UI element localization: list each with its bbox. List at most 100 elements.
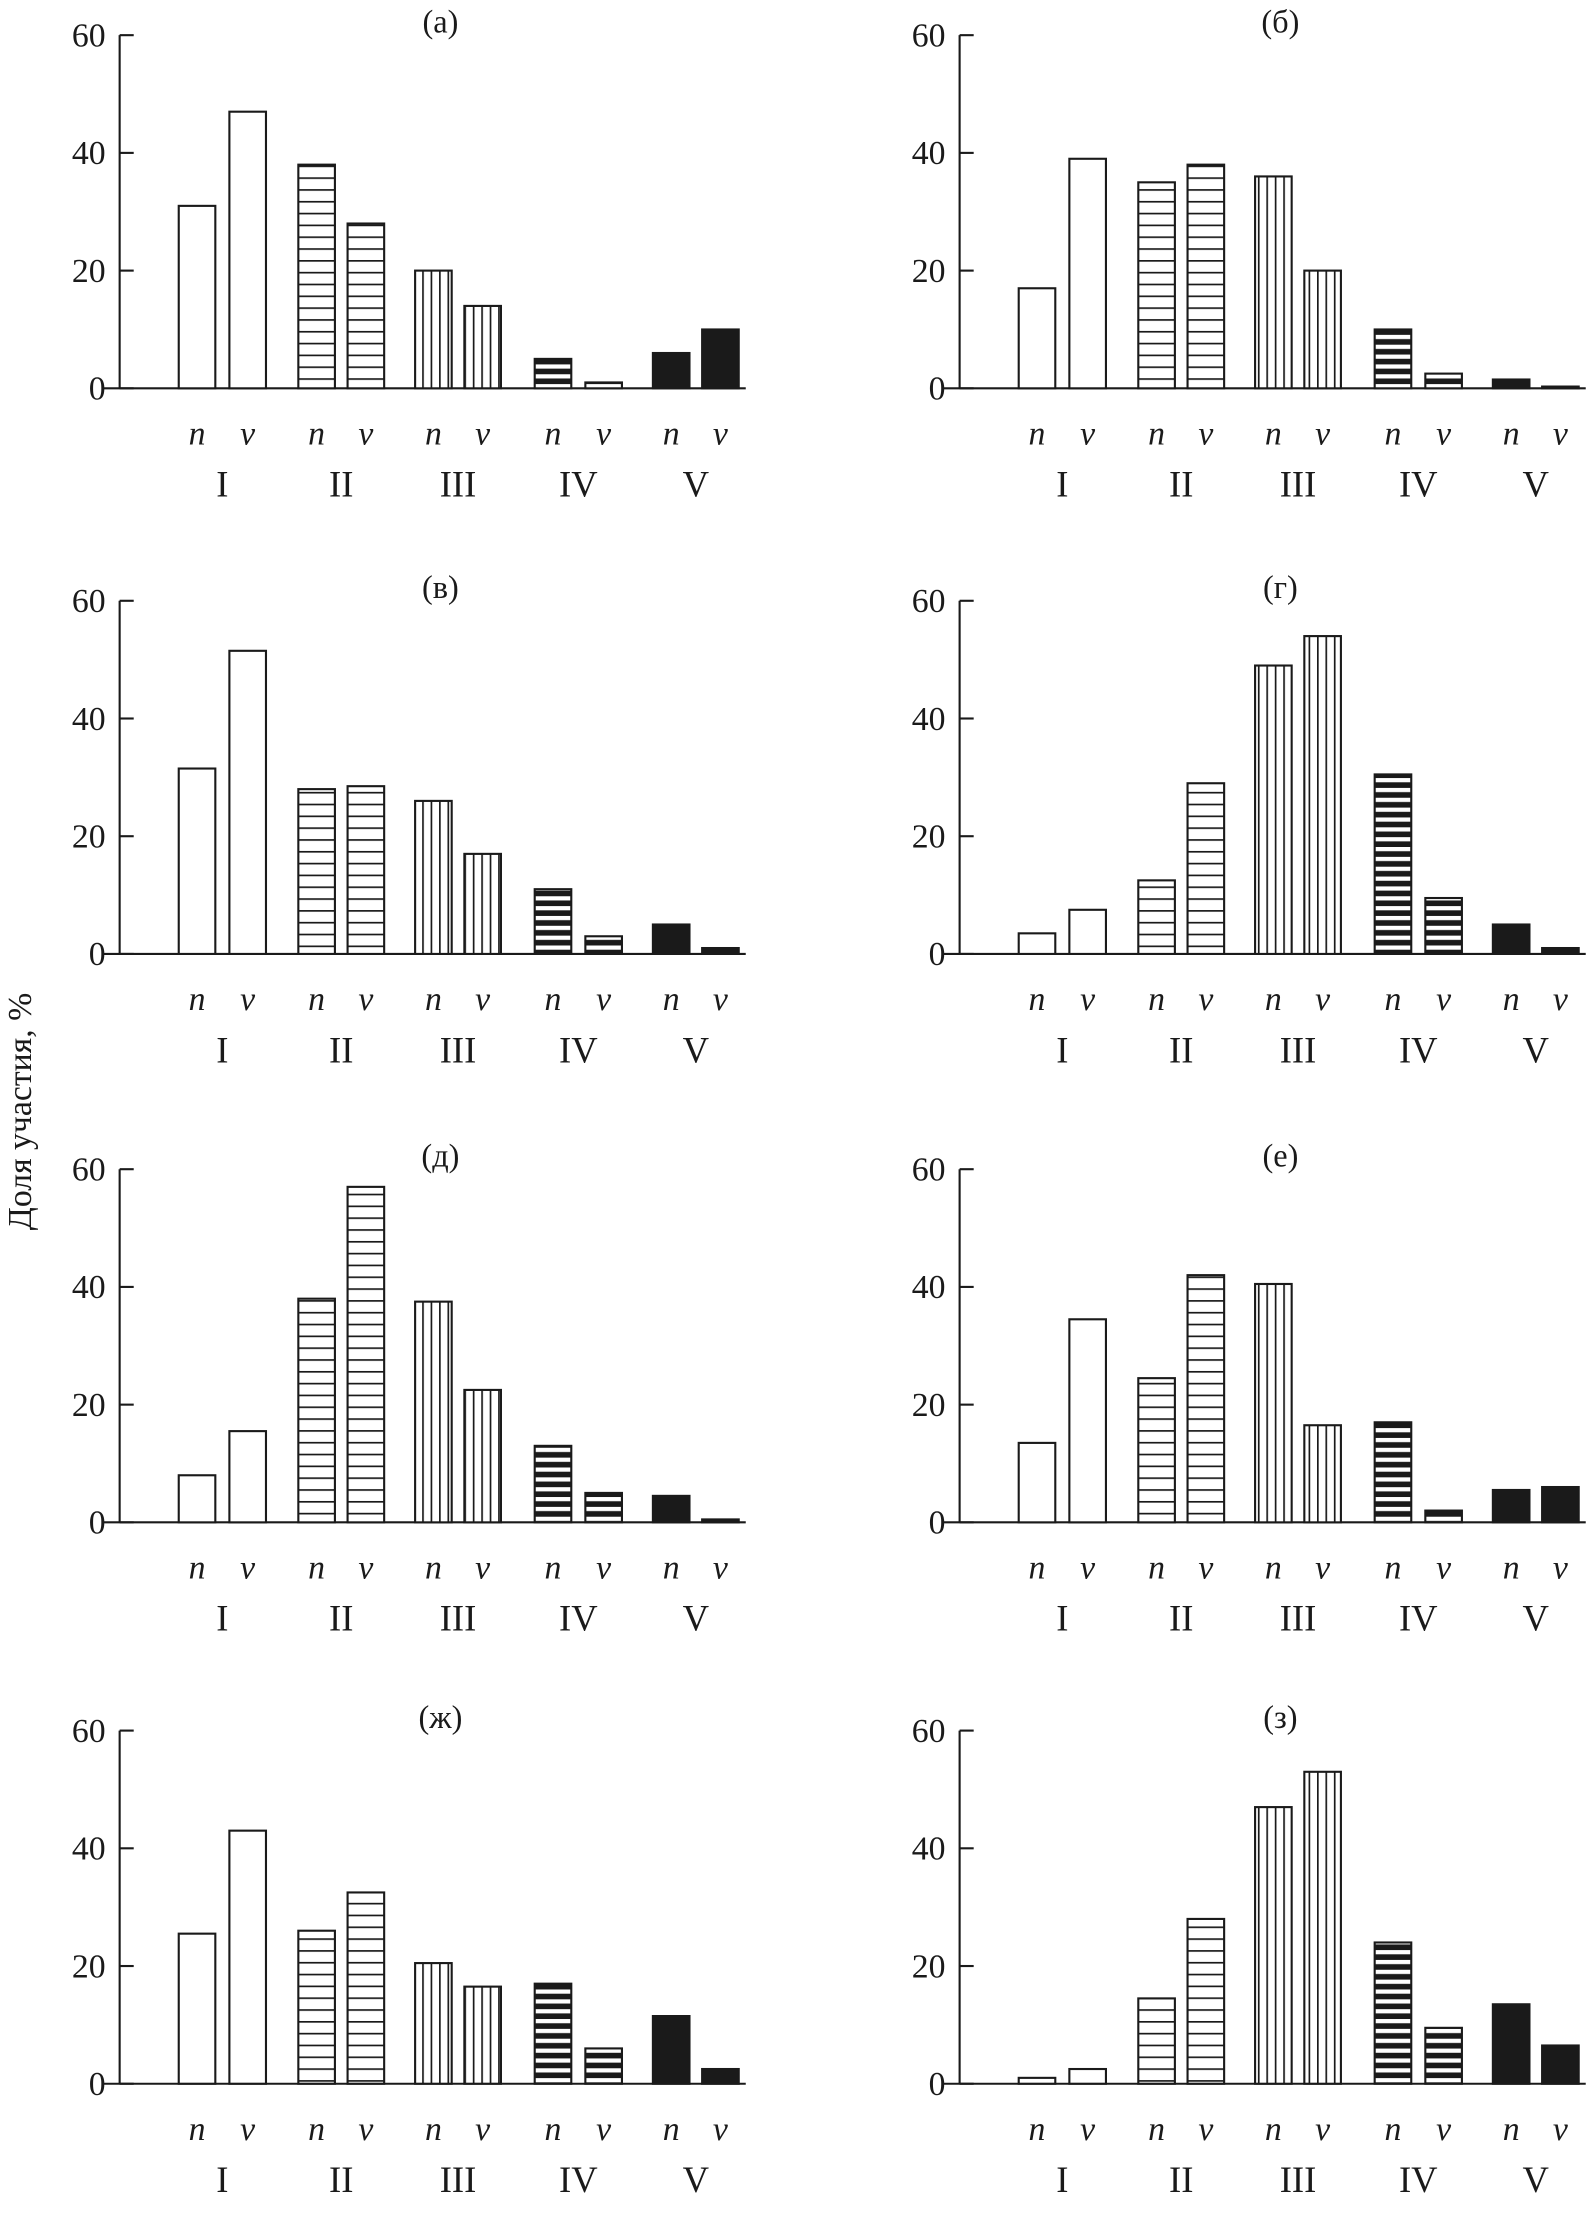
bar-IV-n xyxy=(1373,773,1413,955)
subcategory-label: n xyxy=(1503,1550,1520,1587)
bar-IV-v xyxy=(1424,1509,1463,1524)
y-tick-label: 60 xyxy=(72,1151,106,1188)
subcategory-label: v xyxy=(713,981,728,1018)
bar-III-v xyxy=(1303,269,1342,390)
subcategory-label: n xyxy=(663,981,680,1018)
bar-III-n xyxy=(1254,175,1293,390)
bar-II-v xyxy=(1186,1917,1226,2085)
y-tick-label: 0 xyxy=(89,1505,106,1542)
bar-IV-v xyxy=(584,2047,623,2085)
category-label: III xyxy=(1280,1029,1317,1070)
panel-title: (д) xyxy=(421,1137,459,1173)
subcategory-label: n xyxy=(308,2111,325,2148)
y-tick-label: 20 xyxy=(912,818,946,855)
y-tick-label: 40 xyxy=(72,701,106,738)
category-label: IV xyxy=(559,464,598,505)
subcategory-label: n xyxy=(189,981,206,1018)
subcategory-label: v xyxy=(240,981,255,1018)
panel-title: (е) xyxy=(1262,1137,1298,1173)
y-tick-label: 20 xyxy=(912,1948,946,1985)
bar-I-n xyxy=(177,204,217,390)
y-tick-label: 60 xyxy=(912,1713,946,1750)
panel-title: (б) xyxy=(1261,3,1299,39)
bar-V-n xyxy=(1491,2003,1531,2085)
category-label: II xyxy=(1169,1598,1193,1639)
category-label: V xyxy=(1523,464,1549,505)
bar-V-v xyxy=(1541,1485,1580,1524)
subcategory-label: v xyxy=(1436,1550,1451,1587)
subcategory-label: v xyxy=(475,416,490,453)
category-label: IV xyxy=(1399,464,1438,505)
y-axis-label: Доля участия, % xyxy=(2,993,39,1230)
bar-II-n xyxy=(297,1297,336,1524)
y-tick-label: 0 xyxy=(89,2066,106,2103)
y-tick-label: 20 xyxy=(72,818,106,855)
subcategory-label: n xyxy=(1029,2111,1046,2148)
bar-IV-v xyxy=(584,1491,623,1524)
bar-II-n xyxy=(1137,1377,1176,1524)
bar-I-v xyxy=(228,1430,268,1524)
subcategory-label: v xyxy=(1080,2111,1095,2148)
subcategory-label: n xyxy=(545,1550,562,1587)
category-label: IV xyxy=(1399,1029,1438,1070)
y-tick-label: 40 xyxy=(72,1269,106,1306)
y-tick-label: 40 xyxy=(912,701,946,738)
category-label: IV xyxy=(559,1029,598,1070)
category-label: V xyxy=(1523,2159,1549,2200)
bar-III-n xyxy=(414,1300,453,1524)
subcategory-label: v xyxy=(713,1550,728,1587)
bar-V-n xyxy=(1491,378,1531,390)
category-label: II xyxy=(1169,464,1193,505)
subcategory-label: v xyxy=(1080,1550,1095,1587)
y-tick-label: 40 xyxy=(912,1831,946,1868)
bar-IV-v xyxy=(584,381,623,390)
subcategory-label: n xyxy=(1148,981,1165,1018)
bar-III-v xyxy=(1303,1424,1342,1524)
bar-I-v xyxy=(228,649,268,955)
bar-V-n xyxy=(651,1494,691,1524)
bar-V-n xyxy=(651,351,691,390)
bar-I-n xyxy=(1017,932,1057,955)
subcategory-label: v xyxy=(1315,1550,1330,1587)
bar-V-v xyxy=(1541,2044,1580,2085)
subcategory-label: n xyxy=(425,1550,442,1587)
bar-III-v xyxy=(1303,1770,1342,2085)
bar-III-n xyxy=(1254,664,1293,955)
subcategory-label: n xyxy=(1148,2111,1165,2148)
subcategory-label: v xyxy=(1080,981,1095,1018)
bar-V-v xyxy=(1541,385,1580,390)
bar-I-n xyxy=(1017,287,1057,390)
subcategory-label: v xyxy=(1436,416,1451,453)
y-tick-label: 20 xyxy=(72,1948,106,1985)
bar-IV-v xyxy=(1424,372,1463,390)
category-label: V xyxy=(683,1029,709,1070)
bar-I-n xyxy=(177,767,217,955)
subcategory-label: n xyxy=(189,2111,206,2148)
bar-III-n xyxy=(1254,1282,1293,1524)
bar-IV-n xyxy=(1373,1941,1413,2085)
y-tick-label: 60 xyxy=(912,1151,946,1188)
panel-title: (з) xyxy=(1263,1699,1297,1735)
bar-IV-n xyxy=(1373,1421,1413,1524)
subcategory-label: n xyxy=(189,1550,206,1587)
bar-V-v xyxy=(701,1518,740,1524)
subcategory-label: v xyxy=(475,1550,490,1587)
subcategory-label: v xyxy=(1436,981,1451,1018)
panel-title: (а) xyxy=(422,3,458,39)
bar-V-v xyxy=(701,946,740,955)
category-label: IV xyxy=(559,2159,598,2200)
panel-title: (в) xyxy=(422,569,459,605)
subcategory-label: v xyxy=(1315,416,1330,453)
bar-III-v xyxy=(1303,635,1342,955)
subcategory-label: v xyxy=(358,2111,373,2148)
subcategory-label: n xyxy=(1029,981,1046,1018)
category-label: III xyxy=(1280,1598,1317,1639)
bar-V-v xyxy=(701,2067,740,2085)
subcategory-label: v xyxy=(1315,2111,1330,2148)
subcategory-label: v xyxy=(1553,981,1568,1018)
y-tick-label: 0 xyxy=(929,2066,946,2103)
bar-II-n xyxy=(1137,879,1176,955)
